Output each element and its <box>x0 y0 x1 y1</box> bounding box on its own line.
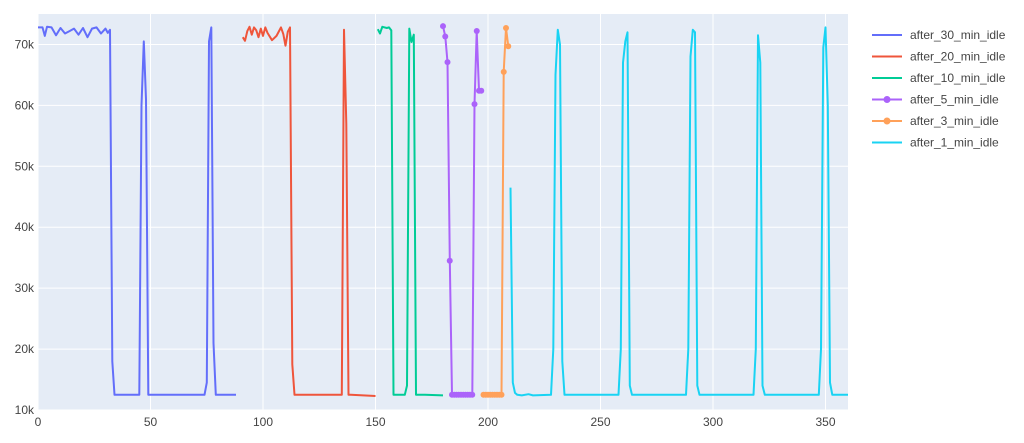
legend-label: after_5_min_idle <box>910 93 999 107</box>
legend-item-after_30_min_idle[interactable]: after_30_min_idle <box>872 28 1006 42</box>
legend-item-after_20_min_idle[interactable]: after_20_min_idle <box>872 50 1006 64</box>
y-tick-label: 30k <box>15 281 35 295</box>
series-after_30_min_idle <box>38 25 236 396</box>
x-tick-label: 350 <box>815 415 835 429</box>
data-point <box>446 257 453 264</box>
series-after_10_min_idle <box>376 25 444 397</box>
data-point <box>503 25 509 32</box>
y-tick-label: 60k <box>15 98 35 112</box>
legend[interactable]: after_30_min_idle after_20_min_idle after_… <box>872 28 1006 150</box>
x-tick-label: 250 <box>590 415 610 429</box>
y-axis-ticks: 10k 20k 30k 40k 50k 60k 70k <box>15 37 35 417</box>
x-tick-label: 100 <box>253 415 273 429</box>
data-point <box>500 68 507 75</box>
y-tick-label: 40k <box>15 220 35 234</box>
x-tick-label: 300 <box>703 415 723 429</box>
series-after_1_min_idle <box>509 26 848 397</box>
legend-item-after_10_min_idle[interactable]: after_10_min_idle <box>872 71 1006 85</box>
x-tick-label: 150 <box>365 415 385 429</box>
legend-marker <box>883 117 891 125</box>
data-point <box>498 391 505 398</box>
grid-lines <box>37 14 848 411</box>
data-point <box>505 43 512 50</box>
x-axis-ticks: 0 50 100 150 200 250 300 350 <box>35 415 836 429</box>
series-after_5_min_idle <box>440 23 485 398</box>
y-tick-label: 10k <box>15 403 35 417</box>
legend-marker <box>883 96 891 103</box>
plot-background <box>38 14 848 410</box>
series-line <box>38 25 236 396</box>
y-tick-label: 70k <box>15 37 35 51</box>
data-point <box>471 101 478 108</box>
series-after_3_min_idle <box>480 25 512 398</box>
series-line <box>376 25 444 397</box>
data-point <box>478 87 485 94</box>
y-tick-label: 50k <box>15 159 35 173</box>
data-point <box>473 28 480 35</box>
x-tick-label: 200 <box>478 415 498 429</box>
series-line <box>509 26 848 397</box>
legend-item-after_3_min_idle[interactable]: after_3_min_idle <box>872 114 999 128</box>
legend-label: after_20_min_idle <box>910 50 1006 64</box>
legend-label: after_3_min_idle <box>910 114 999 128</box>
data-point <box>440 23 446 30</box>
y-tick-label: 20k <box>15 342 35 356</box>
data-point <box>444 59 451 66</box>
legend-label: after_1_min_idle <box>910 136 999 150</box>
data-point <box>442 33 449 40</box>
legend-item-after_1_min_idle[interactable]: after_1_min_idle <box>872 136 999 150</box>
x-tick-label: 0 <box>35 415 42 429</box>
legend-item-after_5_min_idle[interactable]: after_5_min_idle <box>872 93 999 107</box>
legend-label: after_10_min_idle <box>910 71 1006 85</box>
series-line <box>241 25 376 397</box>
x-tick-label: 50 <box>144 415 158 429</box>
series-after_20_min_idle <box>241 25 376 397</box>
legend-label: after_30_min_idle <box>910 28 1006 42</box>
series-lines <box>38 23 848 398</box>
data-point <box>469 391 476 398</box>
